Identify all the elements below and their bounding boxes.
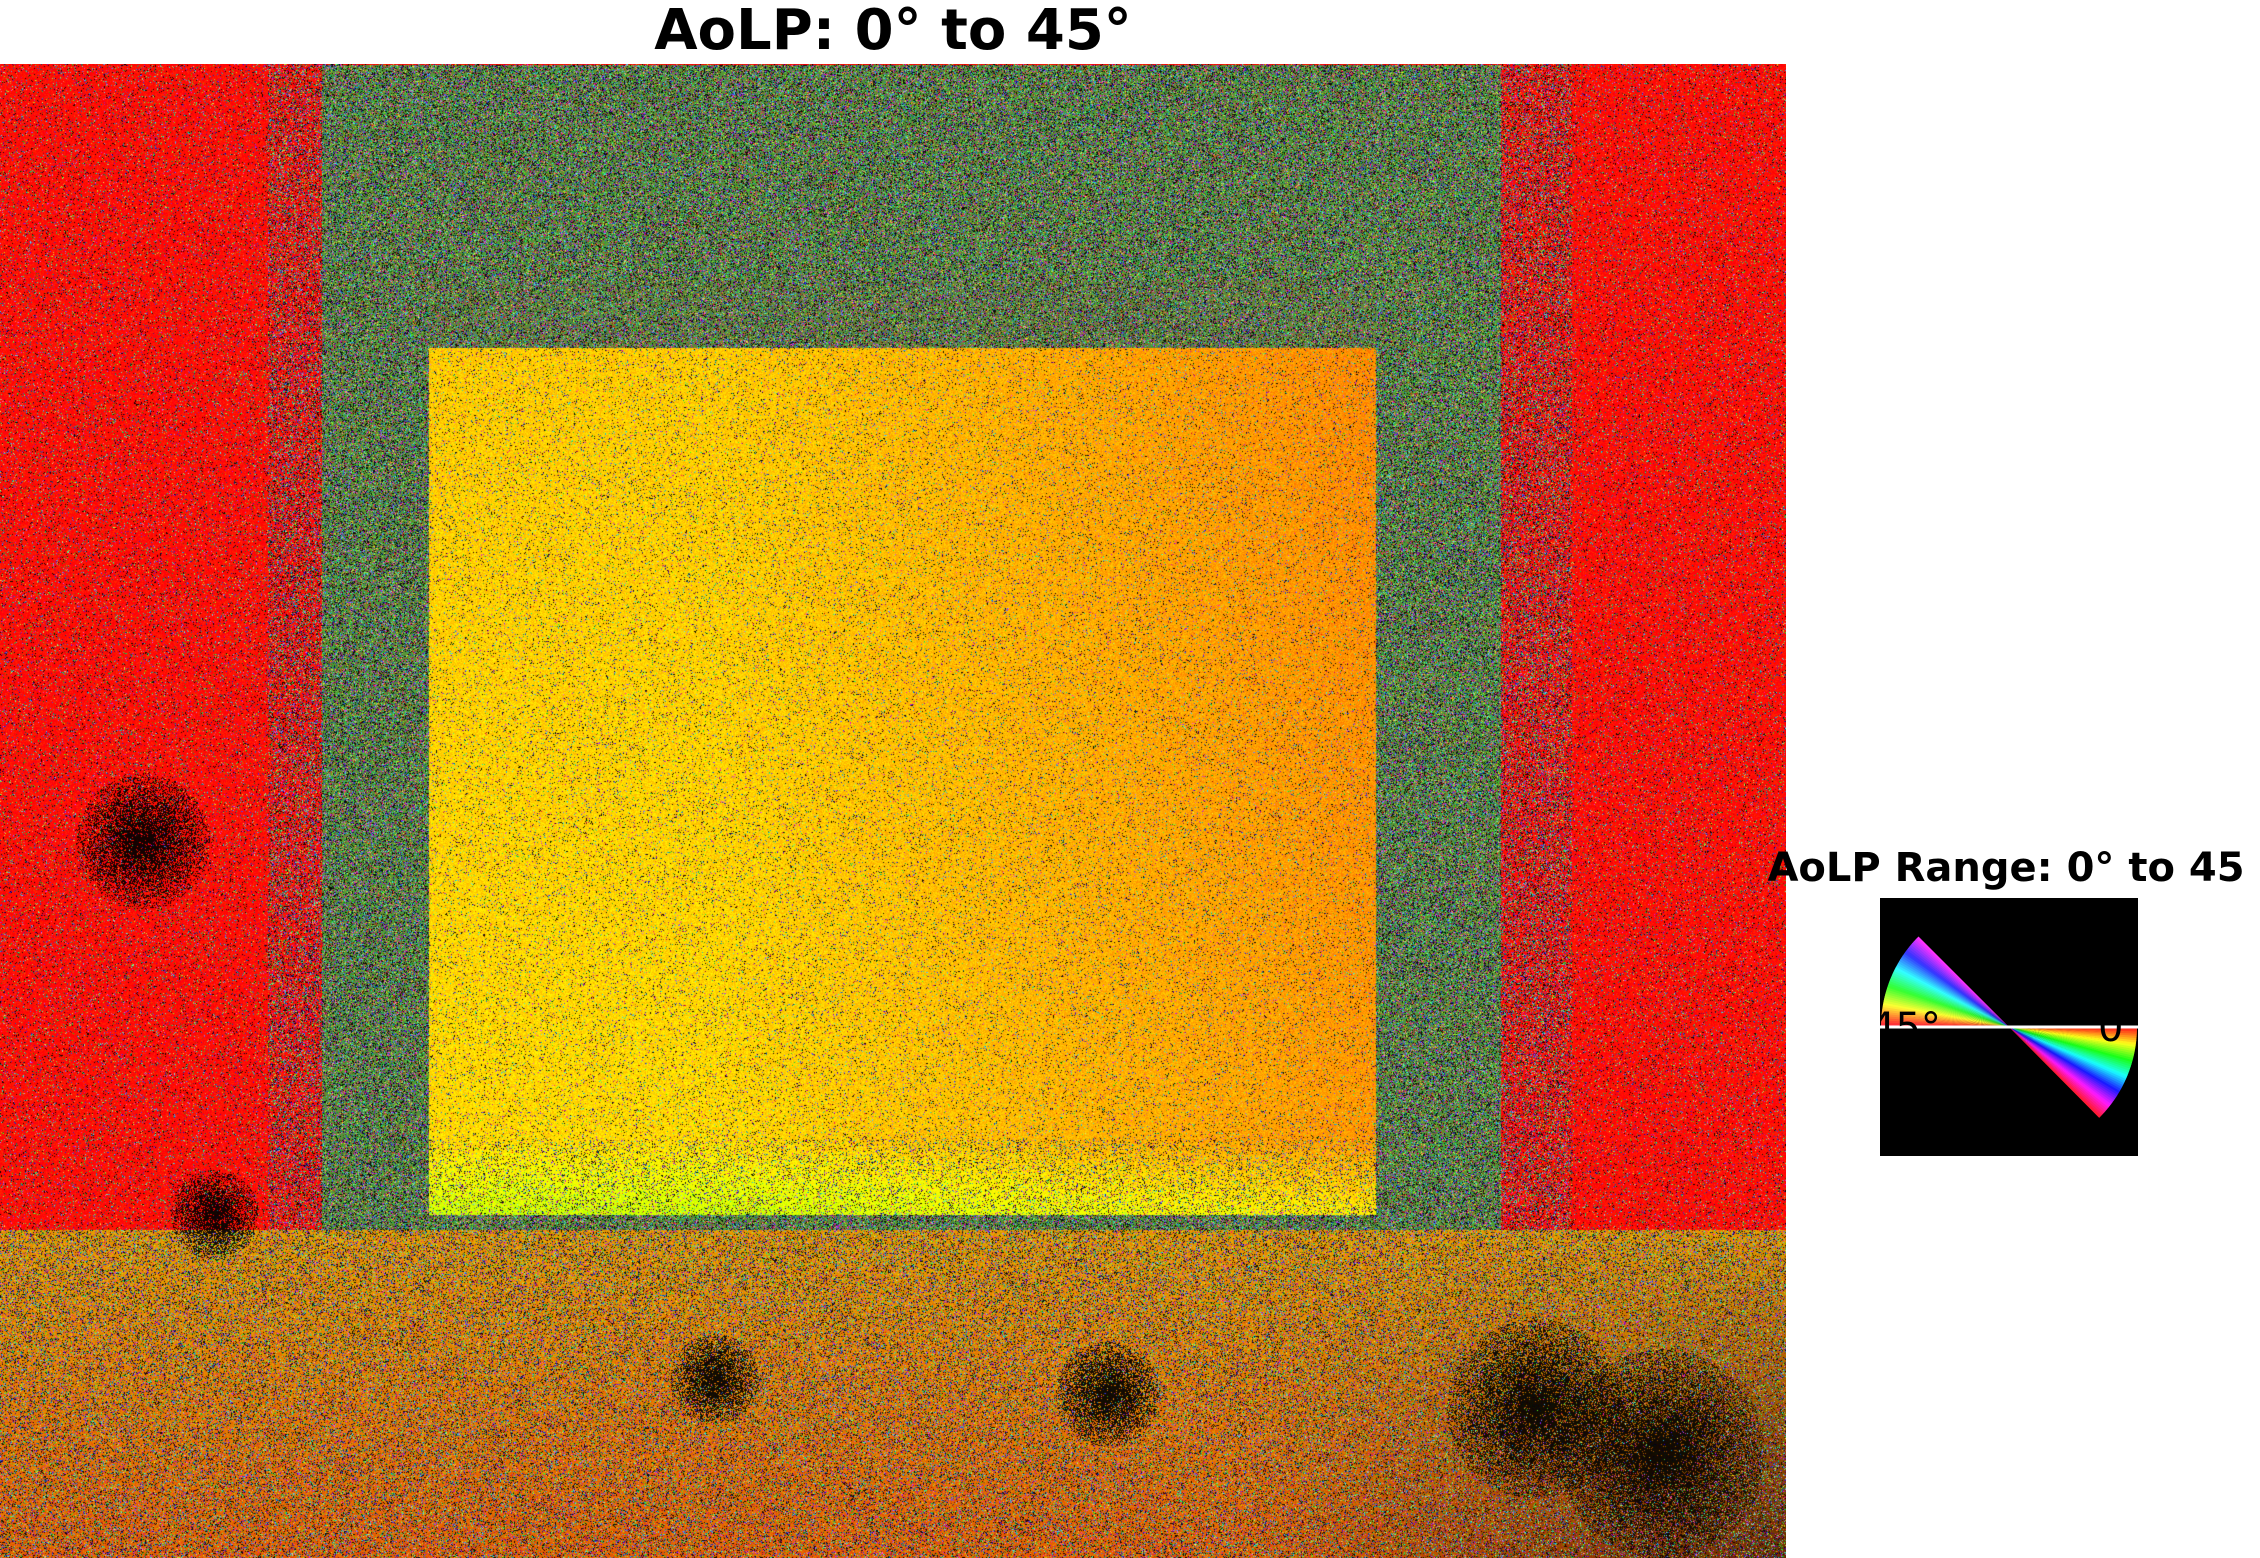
color-wheel-segment xyxy=(1907,946,2009,1027)
color-wheel-segment xyxy=(1889,979,2009,1027)
color-wheel-segment xyxy=(2009,1027,2114,1103)
color-wheel-segment xyxy=(2009,1027,2123,1090)
color-wheel-segment xyxy=(2009,1027,2108,1112)
color-wheel-segment xyxy=(2009,1027,2113,1105)
color-wheel-segment xyxy=(1902,953,2009,1027)
color-wheel-segment xyxy=(1881,1015,2009,1027)
color-wheel-segment xyxy=(2009,1027,2120,1094)
color-wheel-segment xyxy=(2009,1027,2116,1101)
legend-label-min: 0° xyxy=(2098,1005,2138,1051)
aolp-image xyxy=(0,64,1786,1558)
color-wheel-segment xyxy=(1893,968,2009,1027)
color-wheel-svg: 45° 0° xyxy=(1880,936,2138,1118)
color-wheel-segment xyxy=(2009,1027,2106,1113)
color-wheel-segment xyxy=(1887,983,2009,1027)
color-wheel-segment xyxy=(1909,944,2009,1027)
color-wheel-segment xyxy=(1885,989,2009,1027)
color-wheel-segment xyxy=(1892,970,2009,1027)
color-wheel-segment xyxy=(1883,998,2009,1027)
legend-label-max: 45° xyxy=(1880,1005,1941,1051)
color-wheel-segment xyxy=(1891,972,2009,1027)
color-wheel-segment xyxy=(1916,936,2009,1027)
color-wheel-segment xyxy=(1895,964,2009,1027)
color-wheel-segment xyxy=(1912,941,2009,1027)
color-wheel-segment xyxy=(2009,1027,2121,1092)
color-wheel-segment xyxy=(2009,1027,2103,1117)
color-wheel-segment xyxy=(1896,963,2009,1027)
color-wheel-segment xyxy=(1915,938,2009,1027)
color-wheel-segment xyxy=(1888,981,2009,1027)
color-wheel-segment xyxy=(1897,961,2009,1027)
color-wheel-segment xyxy=(1901,955,2009,1027)
color-wheel-segment xyxy=(1894,966,2009,1027)
color-wheel-segment xyxy=(2009,1027,2117,1099)
color-wheel-segment xyxy=(1891,974,2009,1027)
figure-title: AoLP: 0° to 45° xyxy=(654,0,1132,63)
color-wheel-segment xyxy=(1900,957,2009,1027)
color-wheel-segment xyxy=(2009,1027,2102,1118)
color-wheel-segment xyxy=(1883,1000,2009,1027)
color-wheel-segment xyxy=(1905,949,2009,1027)
color-wheel-wedges xyxy=(1881,936,2137,1118)
color-wheel-segment xyxy=(1890,976,2009,1027)
color-wheel-segment xyxy=(2009,1027,2119,1096)
color-wheel-segment xyxy=(2009,1027,2124,1088)
color-wheel-segment xyxy=(1882,1002,2009,1027)
color-wheel-segment xyxy=(1881,1009,2009,1027)
color-wheel-segment xyxy=(1899,959,2009,1027)
color-wheel-segment xyxy=(2009,1027,2118,1098)
color-wheel-segment xyxy=(2009,1027,2125,1086)
color-wheel-segment xyxy=(1913,939,2009,1027)
color-wheel-segment xyxy=(1882,1004,2009,1027)
color-wheel-segment xyxy=(1906,948,2009,1027)
color-wheel-segment xyxy=(1882,1006,2009,1027)
legend-title: AoLP Range: 0° to 45 xyxy=(1767,845,2245,891)
color-wheel-segment xyxy=(1881,1020,2009,1027)
color-wheel-segment xyxy=(1886,987,2009,1027)
color-wheel-segment xyxy=(1884,993,2009,1027)
color-wheel-segment xyxy=(1881,1013,2009,1027)
color-wheel-segment xyxy=(1884,996,2009,1027)
color-wheel-segment xyxy=(1885,991,2009,1027)
aolp-color-wheel-legend: 45° 0° xyxy=(1880,898,2138,1156)
color-wheel-segment xyxy=(2009,1027,2110,1108)
color-wheel-segment xyxy=(2009,1027,2126,1082)
color-wheel-segment xyxy=(1903,951,2009,1027)
color-wheel-segment xyxy=(2009,1027,2105,1115)
color-wheel-segment xyxy=(2009,1027,2109,1110)
color-wheel-segment xyxy=(1910,943,2009,1027)
color-wheel-segment xyxy=(1881,1018,2009,1027)
color-wheel-segment xyxy=(2009,1027,2112,1107)
color-wheel-segment xyxy=(2009,1027,2126,1084)
color-wheel-segment xyxy=(1881,1011,2009,1027)
color-wheel-segment xyxy=(1887,985,2009,1027)
